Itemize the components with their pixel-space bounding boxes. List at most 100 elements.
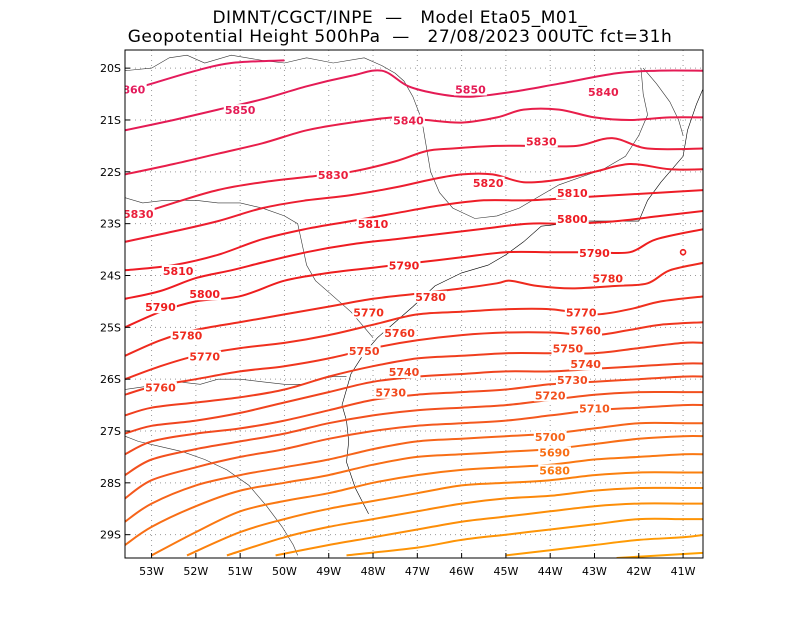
contour-label-bg-23 bbox=[569, 324, 603, 337]
contour-label-bg-31 bbox=[374, 386, 408, 399]
contour-5650 bbox=[275, 502, 703, 557]
contour-label-5800-13: 5800 bbox=[189, 288, 220, 301]
contour-label-bg-17 bbox=[591, 272, 625, 285]
y-tick-label-21s: 21S bbox=[100, 114, 121, 127]
x-tick-label-51w: 51W bbox=[228, 565, 253, 578]
height-contours bbox=[125, 59, 703, 558]
title-line-2: Geopotential Height 500hPa — 27/08/2023 … bbox=[127, 27, 673, 47]
contour-label-5790-14: 5790 bbox=[579, 247, 610, 260]
contour-label-bg-3 bbox=[586, 86, 620, 99]
y-tick-label-25s: 25S bbox=[100, 321, 121, 334]
contour-label-5780-18: 5780 bbox=[415, 291, 446, 304]
contour-5720 bbox=[125, 390, 703, 476]
contour-label-bg-5 bbox=[316, 169, 350, 181]
contour-5690 bbox=[125, 435, 703, 546]
contour-label-bg-15 bbox=[387, 259, 421, 272]
x-tick-label-43w: 43W bbox=[582, 565, 607, 578]
x-tick-label-45w: 45W bbox=[493, 565, 518, 578]
contour-label-bg-28 bbox=[569, 358, 603, 371]
contour-label-bg-20 bbox=[564, 306, 598, 319]
contour-label-bg-29 bbox=[387, 365, 421, 378]
contour-closed-small bbox=[679, 248, 687, 256]
contour-5840 bbox=[125, 107, 703, 176]
contour-label-bg-30 bbox=[555, 373, 589, 386]
contour-label-5850-1: 5850 bbox=[225, 104, 256, 117]
contour-5710 bbox=[125, 403, 703, 500]
y-tick-label-27s: 27S bbox=[100, 425, 121, 438]
contour-label-5810-10: 5810 bbox=[358, 218, 389, 231]
contour-label-bg-35 bbox=[538, 446, 572, 459]
contour-label-5710-33: 5710 bbox=[579, 402, 610, 415]
contour-label-5750-26: 5750 bbox=[553, 343, 584, 356]
contour-5660 bbox=[226, 486, 703, 557]
contour-label-5760-23: 5760 bbox=[570, 325, 601, 338]
contour-label-bg-14 bbox=[578, 246, 611, 259]
coastline bbox=[341, 88, 703, 515]
x-tick-label-47w: 47W bbox=[405, 565, 430, 578]
contour-label-5700-34: 5700 bbox=[535, 431, 566, 444]
contour-label-5730-30: 5730 bbox=[557, 374, 588, 387]
contour-label-5750-27: 5750 bbox=[349, 345, 380, 358]
contour-label-bg-8 bbox=[471, 176, 505, 189]
contour-label-860-0: 860 bbox=[122, 83, 145, 96]
contour-5630 bbox=[505, 533, 703, 557]
contour-label-5830-6: 5830 bbox=[526, 135, 557, 148]
latitude-ticks: 20S 21S 22S 23S 24S 25S 26S 27S 28S 29S bbox=[100, 62, 130, 542]
contour-5680 bbox=[151, 453, 703, 557]
contour-label-bg-16 bbox=[144, 301, 177, 314]
contour-5640 bbox=[346, 517, 703, 557]
contour-label-bg-36 bbox=[538, 464, 572, 477]
contour-labels: 860 5850 5850 5840 5840 5830 5830 5830 5820 5810 5… bbox=[122, 83, 625, 477]
contour-label-bg-34 bbox=[533, 430, 567, 443]
contour-5700 bbox=[125, 421, 703, 523]
contour-label-5690-35: 5690 bbox=[539, 446, 570, 459]
contour-label-bg-33 bbox=[578, 402, 611, 415]
contour-label-5830-7: 5830 bbox=[123, 208, 154, 221]
contour-label-5740-29: 5740 bbox=[389, 366, 420, 379]
contour-label-5810-9: 5810 bbox=[557, 187, 588, 200]
contour-5810 bbox=[125, 189, 703, 272]
x-tick-label-44w: 44W bbox=[538, 565, 563, 578]
contour-label-5850-2: 5850 bbox=[455, 83, 486, 96]
contour-5780 bbox=[125, 261, 703, 357]
x-tick-label-46w: 46W bbox=[449, 565, 474, 578]
contour-label-bg-32 bbox=[533, 389, 567, 402]
x-tick-label-50w: 50W bbox=[272, 565, 297, 578]
contour-label-5680-36: 5680 bbox=[539, 464, 570, 477]
contour-label-5790-16: 5790 bbox=[145, 301, 176, 314]
contour-label-5780-19: 5780 bbox=[172, 330, 203, 343]
contour-label-bg-1 bbox=[223, 104, 257, 117]
contour-label-5800-12: 5800 bbox=[557, 213, 588, 226]
state-borders bbox=[125, 54, 684, 556]
contour-label-5820-8: 5820 bbox=[473, 177, 504, 190]
contour-label-5830-5: 5830 bbox=[318, 169, 349, 182]
contour-label-bg-19 bbox=[170, 329, 204, 342]
x-tick-label-52w: 52W bbox=[183, 565, 208, 578]
contour-5760 bbox=[125, 321, 703, 396]
contour-5730 bbox=[125, 375, 703, 456]
contour-label-5840-3: 5840 bbox=[588, 86, 619, 99]
contour-label-bg-7 bbox=[125, 207, 155, 220]
plot-frame bbox=[124, 49, 704, 559]
contour-label-5720-32: 5720 bbox=[535, 389, 566, 402]
contour-label-bg-9 bbox=[555, 187, 589, 200]
contour-5860 bbox=[125, 59, 285, 93]
y-tick-label-28s: 28S bbox=[100, 477, 121, 490]
contour-5820 bbox=[125, 162, 703, 243]
contour-label-5770-21: 5770 bbox=[353, 306, 384, 319]
contour-label-5760-25: 5760 bbox=[145, 382, 176, 395]
contour-5830 bbox=[125, 137, 703, 220]
x-tick-label-42w: 42W bbox=[626, 565, 651, 578]
contour-label-5740-28: 5740 bbox=[570, 358, 601, 371]
contour-label-bg-18 bbox=[414, 290, 448, 303]
contour-label-bg-4 bbox=[392, 114, 425, 127]
contour-5620 bbox=[616, 551, 703, 558]
contour-label-bg-26 bbox=[551, 342, 585, 355]
contour-label-bg-27 bbox=[347, 345, 381, 358]
contour-label-5810-11: 5810 bbox=[163, 265, 194, 278]
y-tick-label-23s: 23S bbox=[100, 218, 121, 231]
contour-label-bg-22 bbox=[188, 350, 222, 363]
y-tick-label-26s: 26S bbox=[100, 373, 121, 386]
contour-label-bg-12 bbox=[555, 213, 589, 226]
x-tick-label-41w: 41W bbox=[671, 565, 696, 578]
